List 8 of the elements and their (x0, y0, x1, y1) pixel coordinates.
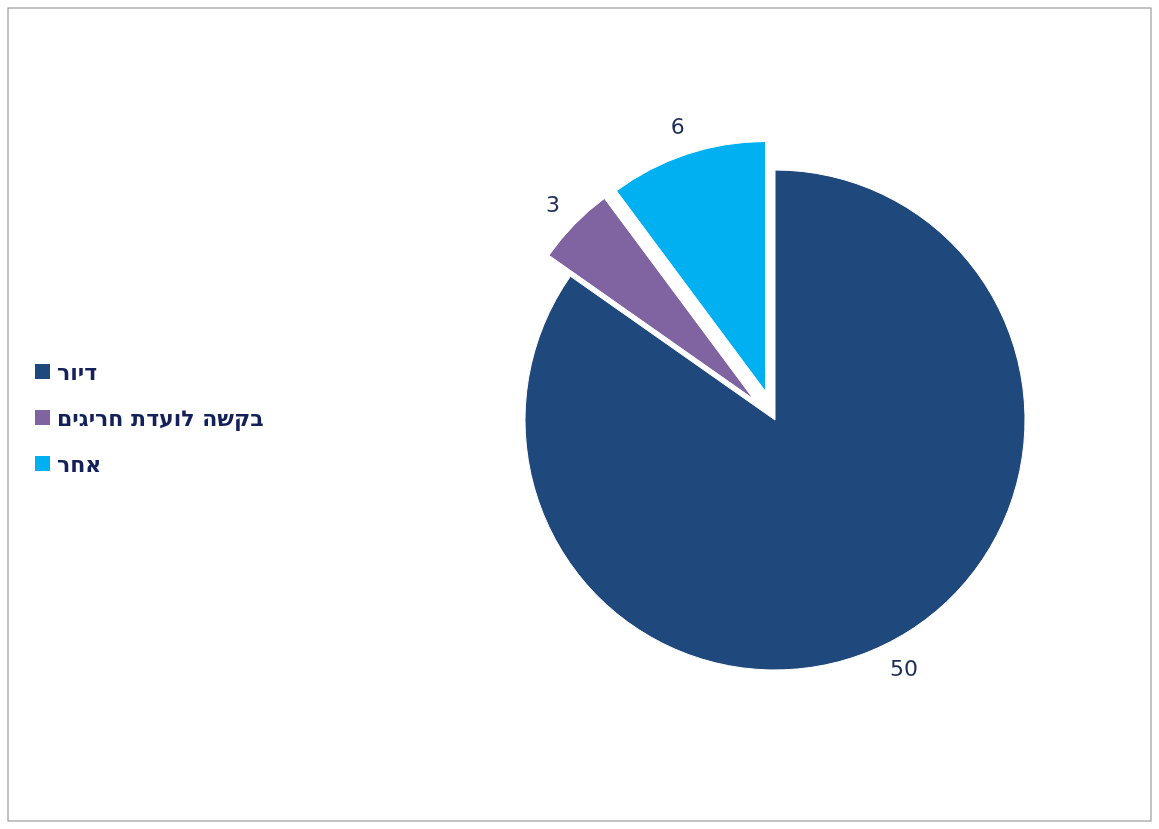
legend-item: אחר (35, 452, 102, 477)
legend-item: דיור (35, 360, 98, 385)
legend-label: אחר (57, 452, 102, 477)
data-label: 50 (890, 656, 919, 682)
legend-item: בקשה לועדת חריגים (35, 406, 264, 431)
data-label: 3 (545, 191, 560, 217)
data-label: 6 (670, 113, 685, 139)
legend-label: דיור (57, 360, 98, 385)
